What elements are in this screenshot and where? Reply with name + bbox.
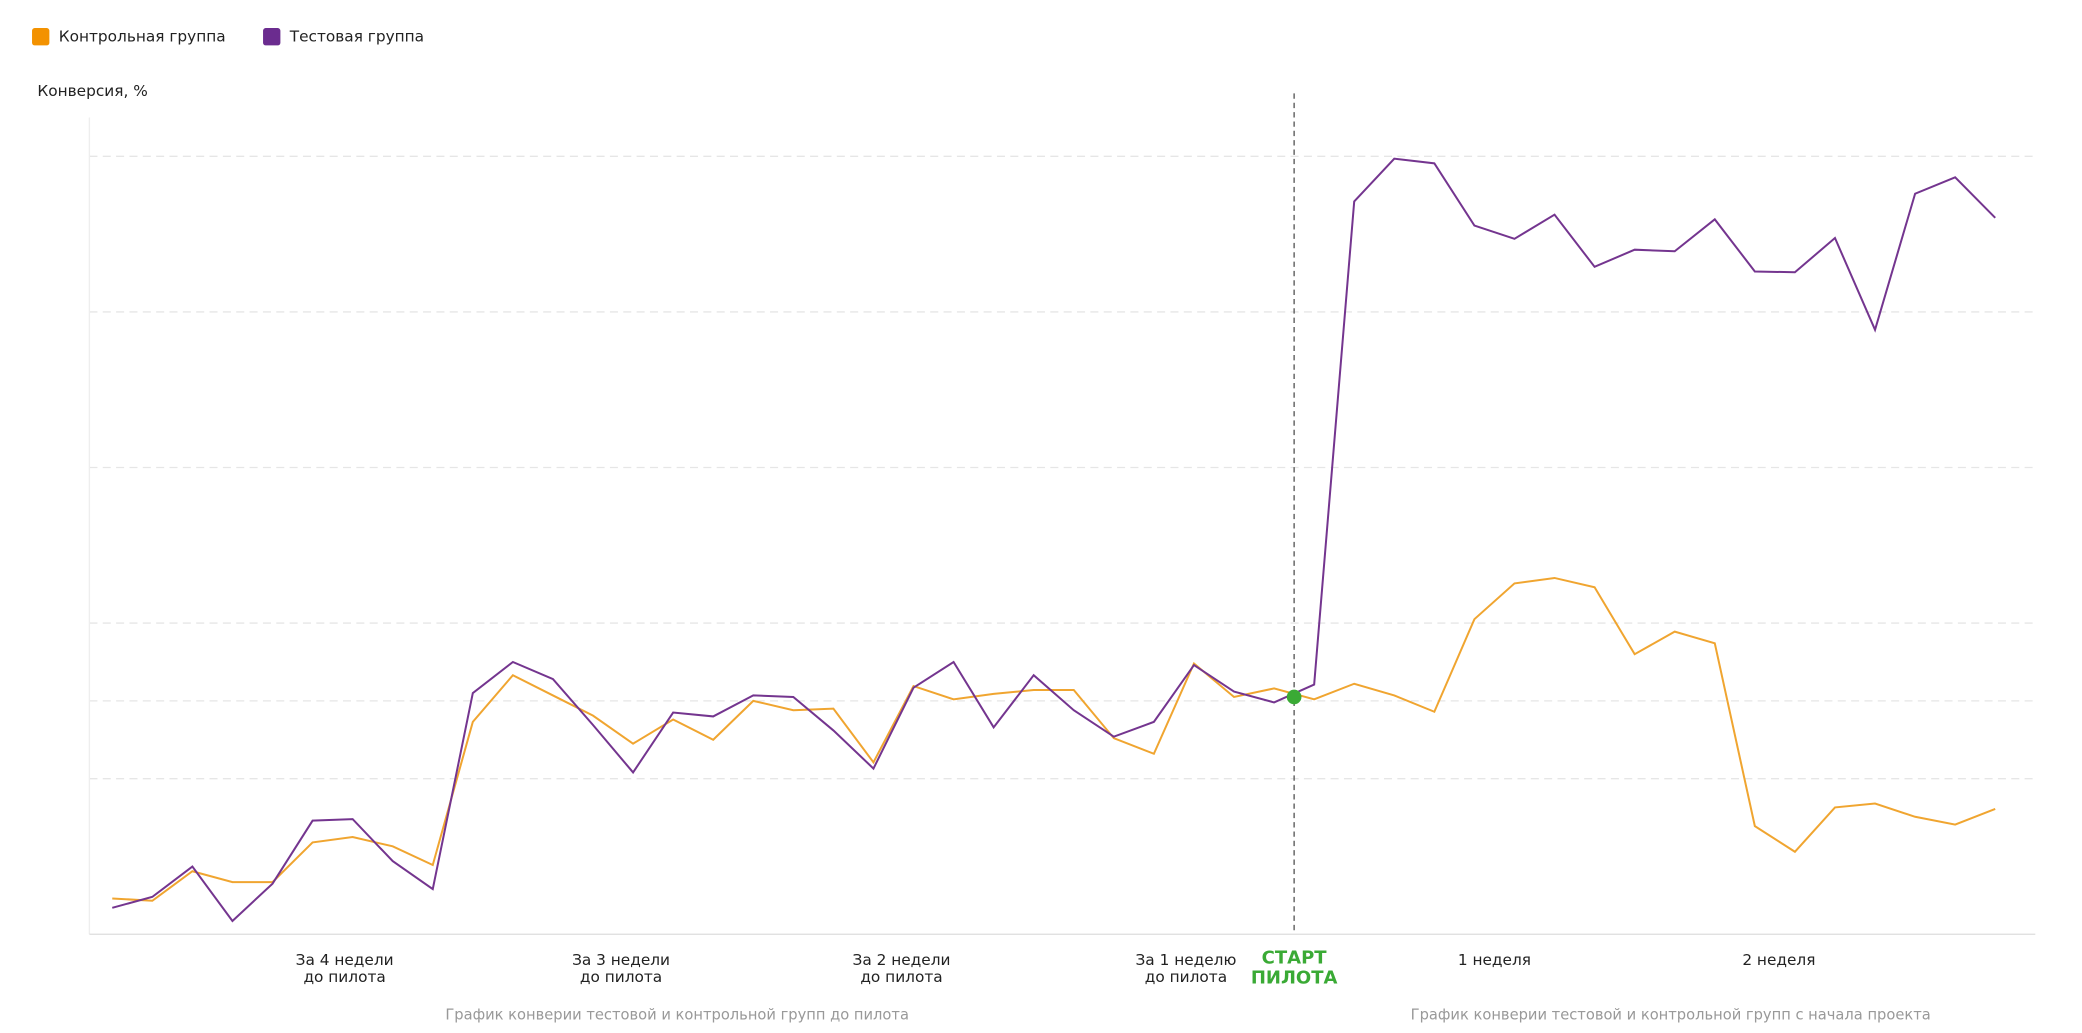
x-tick-label: За 4 недели до пилота — [296, 951, 394, 986]
legend-swatch — [32, 28, 50, 46]
x-tick-label: 1 неделя — [1458, 951, 1531, 969]
series-line — [112, 576, 1996, 902]
start-marker — [1286, 689, 1302, 705]
y-axis-label: Конверсия, % — [37, 82, 147, 100]
legend-swatch — [263, 28, 281, 46]
x-tick-label: За 3 недели до пилота — [572, 951, 670, 986]
x-tick-label: 2 неделя — [1742, 951, 1815, 969]
legend-label: Контрольная группа — [59, 27, 226, 45]
series-line — [111, 157, 1996, 923]
caption: График конверии тестовой и контрольной г… — [1411, 1007, 1931, 1024]
caption: График конверии тестовой и контрольной г… — [445, 1007, 909, 1024]
x-tick-label: За 1 неделю до пилота — [1135, 951, 1236, 986]
legend-label: Тестовая группа — [289, 27, 424, 45]
start-label: СТАРТ ПИЛОТА — [1251, 948, 1338, 989]
x-tick-label: За 2 недели до пилота — [853, 951, 951, 986]
